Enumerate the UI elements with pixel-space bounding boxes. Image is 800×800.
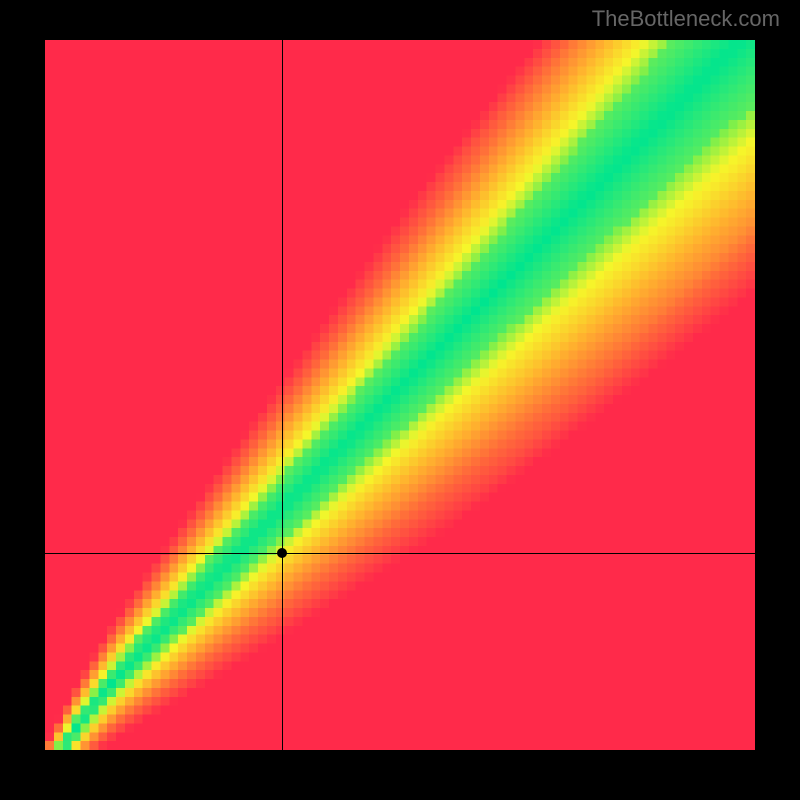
- crosshair-horizontal: [45, 553, 755, 554]
- heatmap-plot: [45, 40, 755, 750]
- crosshair-marker: [277, 548, 287, 558]
- watermark-text: TheBottleneck.com: [592, 6, 780, 32]
- crosshair-vertical: [282, 40, 283, 750]
- chart-container: TheBottleneck.com: [0, 0, 800, 800]
- heatmap-canvas: [45, 40, 755, 750]
